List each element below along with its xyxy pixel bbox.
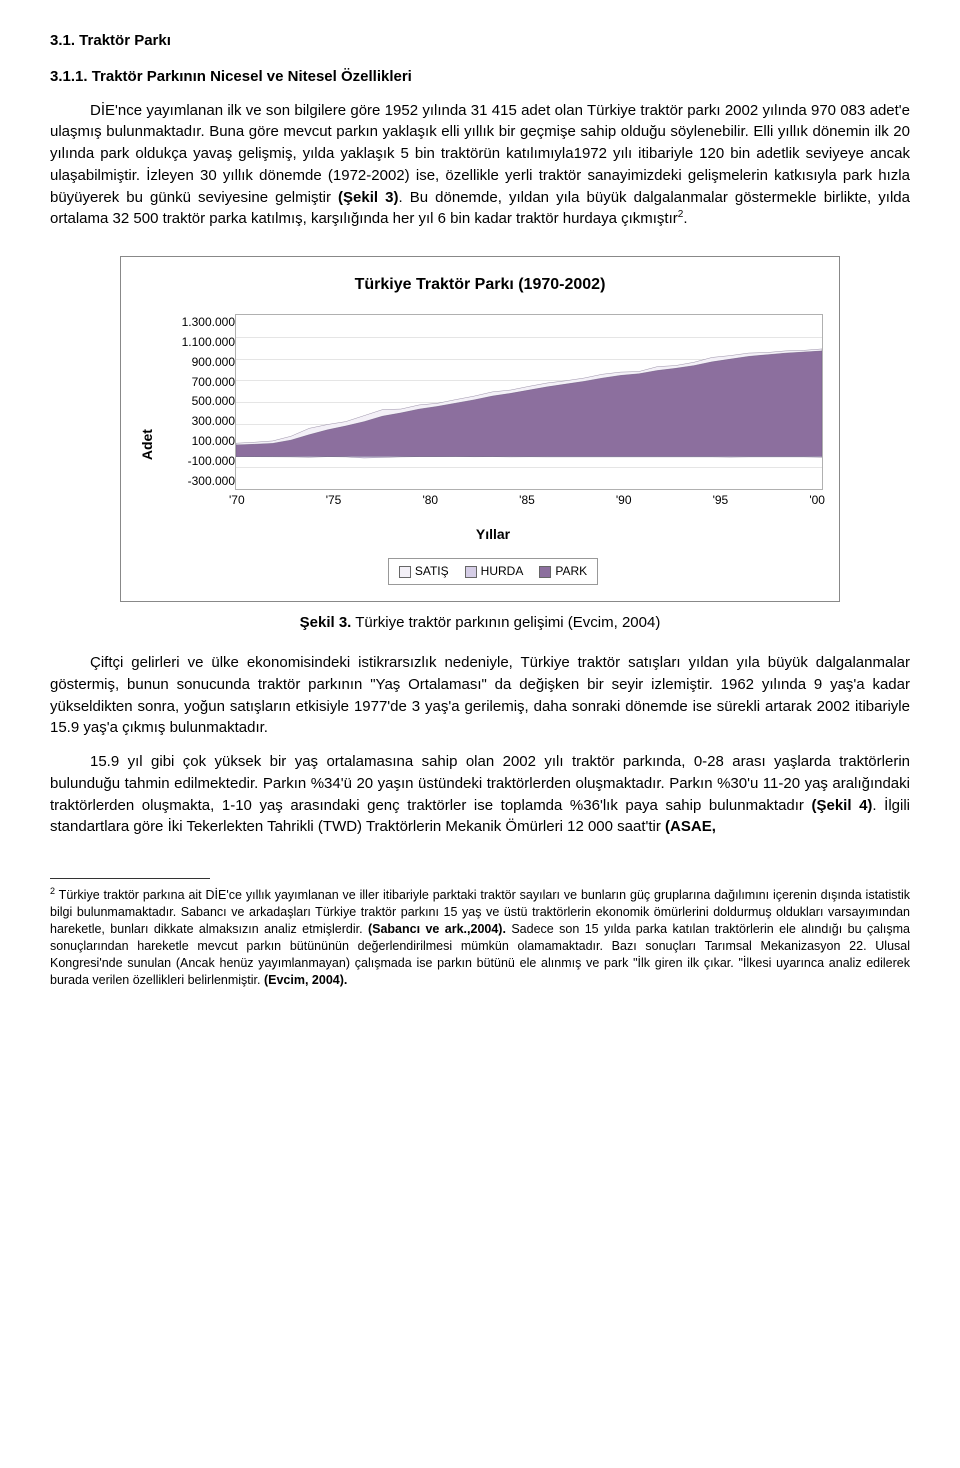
- chart-plot-area: [235, 314, 823, 490]
- chart-ytick: -300.000: [163, 473, 235, 490]
- legend-item: PARK: [539, 563, 587, 580]
- footnote-separator: [50, 878, 210, 879]
- chart-ytick: -100.000: [163, 453, 235, 470]
- footnote: 2 Türkiye traktör parkına ait DİE'ce yıl…: [50, 885, 910, 988]
- paragraph-3: 15.9 yıl gibi çok yüksek bir yaş ortalam…: [50, 751, 910, 838]
- figure-caption: Şekil 3. Türkiye traktör parkının gelişi…: [50, 612, 910, 634]
- section-heading: 3.1. Traktör Parkı: [50, 30, 910, 52]
- chart-xticks: '70'75'80'85'90'95'00: [235, 492, 823, 509]
- chart-series: [236, 315, 822, 489]
- legend-item: SATIŞ: [399, 563, 449, 580]
- paragraph-2: Çiftçi gelirleri ve ülke ekonomisindeki …: [50, 652, 910, 739]
- legend-item: HURDA: [465, 563, 524, 580]
- chart-legend: SATIŞ HURDA PARK: [388, 558, 598, 585]
- chart-xlabel: Yıllar: [163, 524, 823, 544]
- fig4-ref: (Şekil 4): [812, 797, 873, 814]
- figure-caption-num: Şekil 3.: [300, 614, 352, 631]
- footnote-ref1: (Sabancı ve ark.,2004).: [368, 922, 506, 936]
- chart-title: Türkiye Traktör Parkı (1970-2002): [137, 273, 823, 296]
- paragraph-1-text-c: .: [683, 210, 687, 227]
- subsection-heading: 3.1.1. Traktör Parkının Nicesel ve Nites…: [50, 66, 910, 88]
- chart-frame: Türkiye Traktör Parkı (1970-2002) Adet 1…: [120, 256, 840, 602]
- chart-ytick: 500.000: [163, 393, 235, 410]
- chart-xtick: '00: [809, 492, 825, 509]
- chart-ytick: 300.000: [163, 413, 235, 430]
- chart-yticks: 1.300.000 1.100.000 900.000 700.000 500.000 3…: [163, 314, 235, 490]
- chart-ylabel: Adet: [137, 440, 157, 460]
- figure-caption-text: Türkiye traktör parkının gelişimi (Evcim…: [351, 614, 660, 631]
- footnote-ref2: (Evcim, 2004).: [264, 973, 347, 987]
- legend-label: PARK: [555, 563, 587, 580]
- paragraph-3-text-a: 15.9 yıl gibi çok yüksek bir yaş ortalam…: [50, 753, 910, 814]
- asae-ref: (ASAE,: [665, 818, 716, 835]
- legend-label: HURDA: [481, 563, 524, 580]
- legend-label: SATIŞ: [415, 563, 449, 580]
- chart-xtick: '95: [713, 492, 729, 509]
- legend-swatch: [539, 566, 551, 578]
- chart-xtick: '80: [422, 492, 438, 509]
- chart-ytick: 700.000: [163, 374, 235, 391]
- paragraph-1: DİE'nce yayımlanan ilk ve son bilgilere …: [50, 100, 910, 231]
- chart-xtick: '70: [229, 492, 245, 509]
- legend-swatch: [399, 566, 411, 578]
- chart-xtick: '75: [326, 492, 342, 509]
- chart-ytick: 1.100.000: [163, 334, 235, 351]
- legend-swatch: [465, 566, 477, 578]
- chart-ytick: 1.300.000: [163, 314, 235, 331]
- chart-xtick: '85: [519, 492, 535, 509]
- chart-ytick: 900.000: [163, 354, 235, 371]
- chart-ytick: 100.000: [163, 433, 235, 450]
- chart-xtick: '90: [616, 492, 632, 509]
- fig3-ref: (Şekil 3): [338, 189, 398, 206]
